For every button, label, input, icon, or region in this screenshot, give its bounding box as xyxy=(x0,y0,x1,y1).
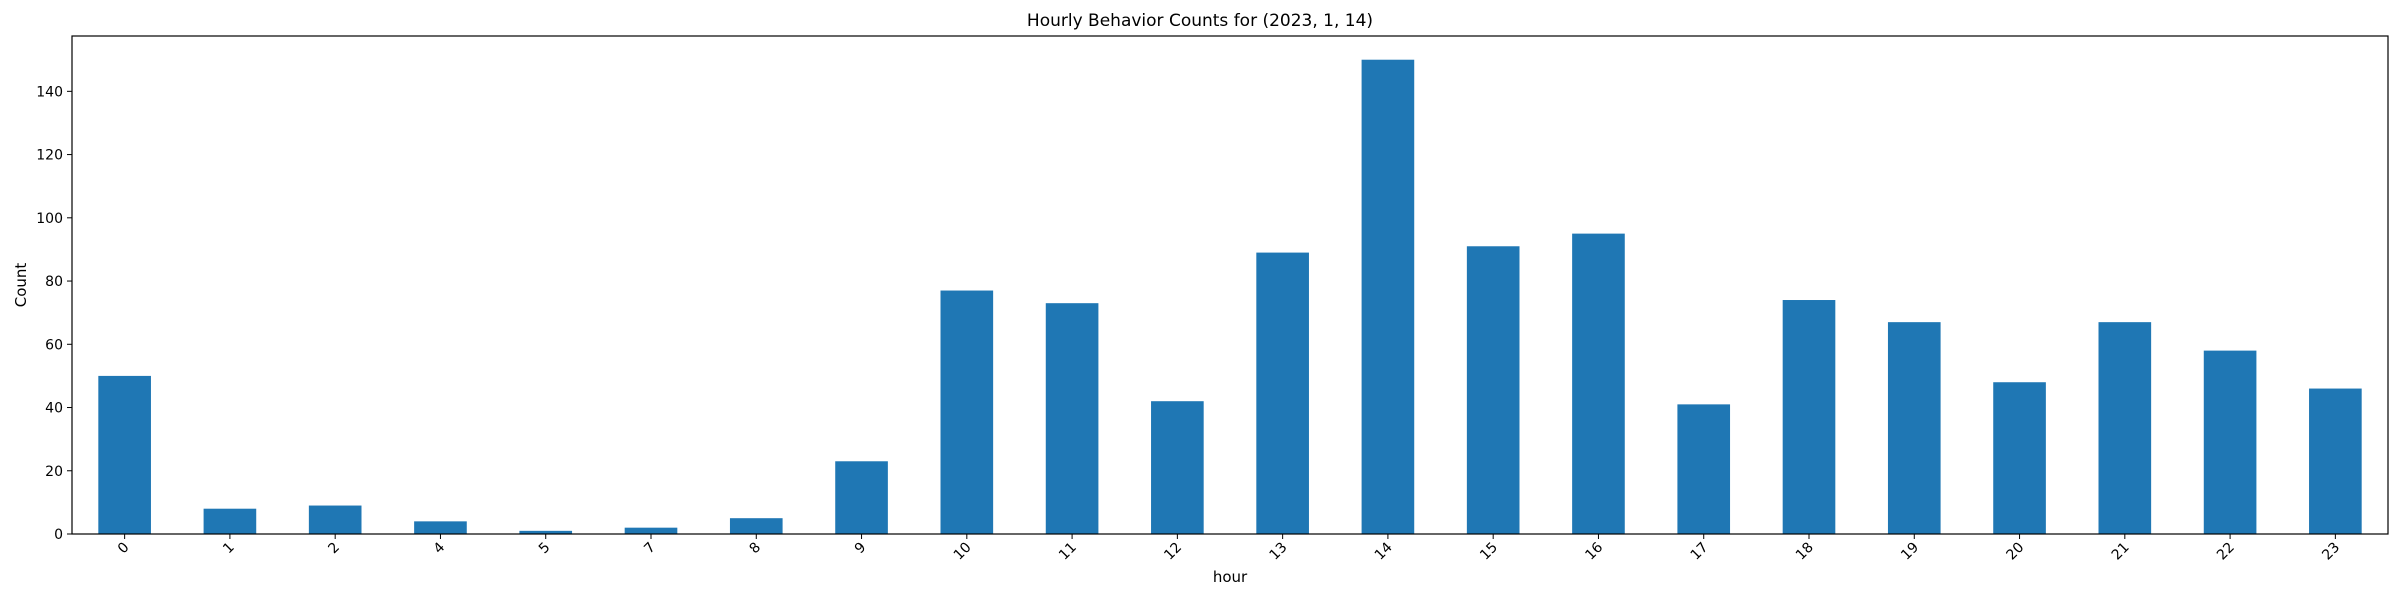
bar-hour-12 xyxy=(1151,401,1204,534)
bar-hour-14 xyxy=(1361,59,1415,534)
y-tick-label: 140 xyxy=(36,84,63,100)
bar-hour-20 xyxy=(1993,382,2046,534)
x-tick-label: 7 xyxy=(641,540,659,558)
bar-hour-0 xyxy=(98,375,151,534)
bar-hour-10 xyxy=(940,290,994,534)
y-axis-label: Count xyxy=(12,263,30,308)
bar-hour-11 xyxy=(1045,303,1099,534)
bar-hour-16 xyxy=(1572,233,1625,534)
x-tick-label: 20 xyxy=(2003,540,2027,564)
x-tick-label: 11 xyxy=(1056,540,1080,564)
x-tick-label: 0 xyxy=(115,540,133,558)
x-tick-label: 17 xyxy=(1688,540,1712,564)
bar-hour-2 xyxy=(308,505,362,534)
y-tick-label: 100 xyxy=(36,211,63,227)
x-tick-label: 13 xyxy=(1267,540,1291,564)
y-tick-label: 60 xyxy=(45,337,63,353)
x-tick-label: 15 xyxy=(1477,540,1501,564)
x-tick-label: 9 xyxy=(852,540,870,558)
y-tick-label: 120 xyxy=(36,148,63,164)
bar-hour-15 xyxy=(1466,246,1520,534)
x-tick-label: 23 xyxy=(2319,540,2343,564)
x-tick-label: 19 xyxy=(1898,540,1922,564)
bar-hour-19 xyxy=(1887,322,1941,534)
bar-hour-18 xyxy=(1782,300,1836,534)
bar-hour-13 xyxy=(1256,252,1309,535)
y-axis-ticks: 0 20 40 60 80 100 120 140 xyxy=(36,84,72,543)
x-tick-label: 10 xyxy=(951,540,975,564)
bar-hour-17 xyxy=(1677,404,1731,534)
plot-frame xyxy=(71,35,2389,535)
x-tick-label: 12 xyxy=(1161,540,1185,564)
bar-hour-8 xyxy=(729,518,783,534)
bar-hour-1 xyxy=(203,508,257,534)
bar-hour-5 xyxy=(519,530,573,534)
bar-hour-23 xyxy=(2309,388,2362,534)
y-tick-label: 80 xyxy=(45,274,63,290)
bar-hour-21 xyxy=(2098,322,2152,534)
x-tick-label: 2 xyxy=(325,540,343,558)
y-tick-label: 0 xyxy=(54,527,63,543)
x-tick-label: 1 xyxy=(220,540,238,558)
x-tick-label: 18 xyxy=(1793,540,1817,564)
chart-title: Hourly Behavior Counts for (2023, 1, 14) xyxy=(1027,11,1373,31)
x-tick-label: 5 xyxy=(536,540,554,558)
bar-hour-4 xyxy=(414,521,467,534)
x-tick-label: 22 xyxy=(2214,540,2238,564)
y-tick-label: 20 xyxy=(45,464,63,480)
x-tick-label: 21 xyxy=(2109,540,2133,564)
y-tick-label: 40 xyxy=(45,401,63,417)
x-axis-ticks: 0 1 2 4 5 7 8 9 10 11 12 13 14 15 16 17 18 19 20 21 22 23 xyxy=(115,534,2343,563)
x-axis-label: hour xyxy=(1213,568,1248,586)
x-tick-label: 14 xyxy=(1372,539,1396,563)
x-tick-label: 4 xyxy=(431,539,449,557)
bar-hour-22 xyxy=(2203,350,2257,534)
bar-hour-9 xyxy=(835,461,888,534)
bars xyxy=(98,59,2362,535)
x-tick-label: 8 xyxy=(746,540,764,558)
x-tick-label: 16 xyxy=(1582,539,1606,563)
bar-hour-7 xyxy=(624,527,678,534)
